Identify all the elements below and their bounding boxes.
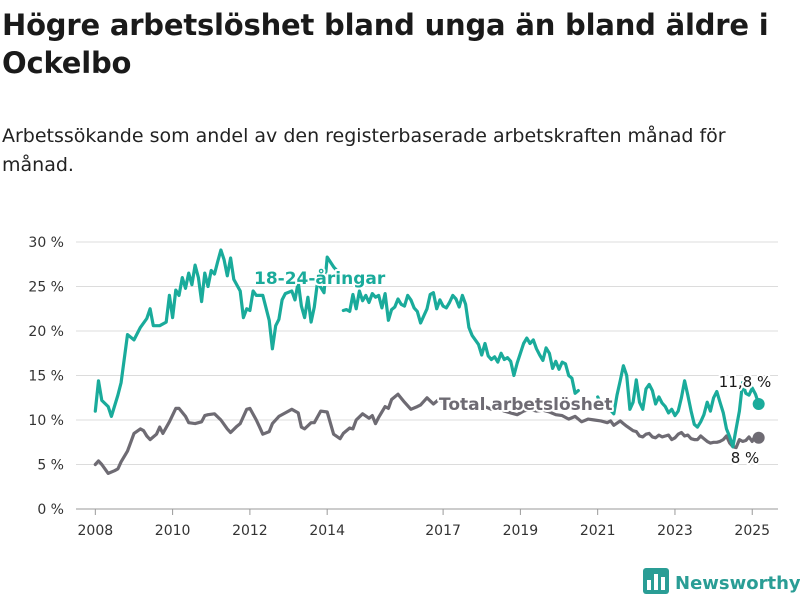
chart-title: Högre arbetslöshet bland unga än bland ä…: [2, 8, 769, 80]
x-tick-label: 2017: [425, 523, 461, 539]
youth-series-line-0: [93, 248, 339, 418]
total-end-point: [752, 431, 765, 444]
y-tick-label: 0 %: [37, 502, 64, 518]
youth-end-point: [752, 397, 765, 410]
x-tick-label: 2010: [155, 523, 191, 539]
y-tick-label: 25 %: [28, 280, 64, 296]
y-tick-label: 5 %: [37, 458, 64, 474]
total-series-label: Total arbetslöshet: [439, 395, 613, 415]
youth-series-line-1: [341, 289, 580, 395]
y-tick-label: 30 %: [28, 235, 64, 251]
total-end-value-label: 8 %: [731, 449, 760, 467]
total-series-line: [93, 392, 761, 475]
y-tick-label: 15 %: [28, 369, 64, 385]
x-tick-label: 2014: [309, 523, 345, 539]
y-tick-label: 10 %: [28, 413, 64, 429]
youth-end-value-label: 11,8 %: [719, 373, 771, 391]
newsworthy-logo: Newsworthy: [643, 567, 800, 599]
chart-subtitle: Arbetssökande som andel av den registerb…: [2, 125, 726, 176]
x-tick-label: 2008: [78, 523, 114, 539]
youth-series-line-2: [596, 364, 761, 449]
x-tick-label: 2019: [503, 523, 539, 539]
bar-chart-logo-icon: [643, 568, 669, 598]
x-tick-label: 2012: [232, 523, 268, 539]
x-tick-label: 2021: [580, 523, 616, 539]
brand-name: Newsworthy: [675, 572, 800, 594]
y-axis-ticks: 0 % 5 % 10 % 15 % 20 % 25 % 30 %: [28, 235, 64, 518]
grid-lines: [76, 241, 778, 510]
series-lines: [93, 248, 765, 475]
y-tick-label: 20 %: [28, 324, 64, 340]
series-labels: 18-24-åringar Total arbetslöshet 11,8 % 8 %: [252, 265, 773, 469]
youth-series-label: 18-24-åringar: [254, 267, 386, 289]
x-axis-ticks: 2008 2010 2012 2014 2017 2019 2021 2023 2025: [78, 509, 770, 539]
x-tick-label: 2023: [657, 523, 693, 539]
x-tick-label: 2025: [734, 523, 770, 539]
